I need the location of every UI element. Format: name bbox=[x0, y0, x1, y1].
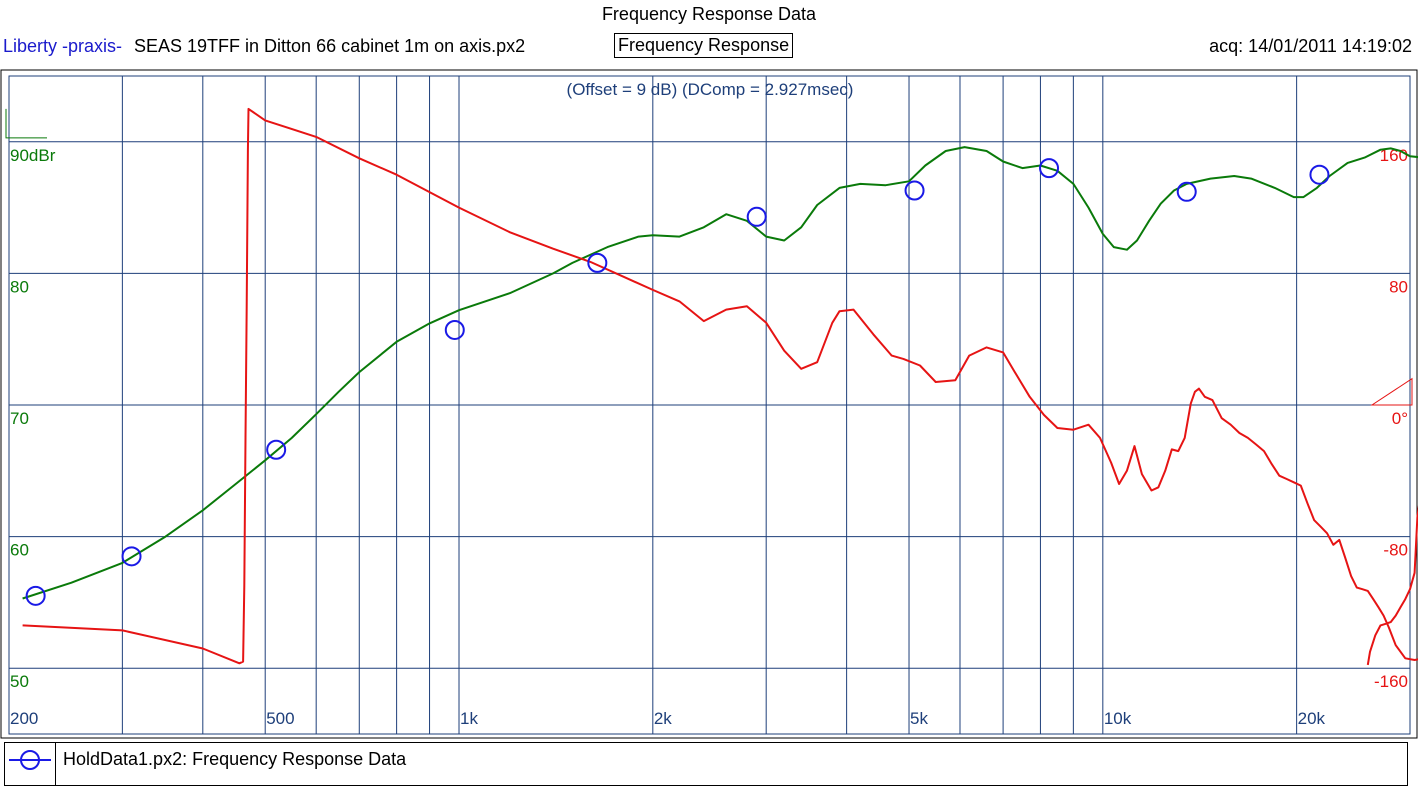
phase-curve bbox=[22, 107, 1418, 666]
y-left-tick-label: 50 bbox=[10, 672, 29, 691]
y-right-tick-label: -160 bbox=[1374, 672, 1408, 691]
x-tick-label: 2k bbox=[654, 709, 672, 728]
x-tick-label: 20k bbox=[1298, 709, 1326, 728]
data-marker-circle bbox=[1176, 181, 1197, 202]
offset-annotation: (Offset = 9 dB) (DComp = 2.927msec) bbox=[567, 80, 854, 99]
x-tick-label: 200 bbox=[10, 709, 38, 728]
data-marker-circle bbox=[1309, 164, 1330, 185]
data-marker-circle bbox=[587, 252, 608, 273]
legend-marker-swatch bbox=[5, 743, 56, 785]
magnitude-curve bbox=[22, 146, 1418, 600]
data-marker-circle bbox=[904, 180, 925, 201]
filename-label: SEAS 19TFF in Ditton 66 cabinet 1m on ax… bbox=[134, 36, 526, 56]
data-marker-circle bbox=[25, 585, 46, 606]
x-tick-label: 1k bbox=[460, 709, 478, 728]
data-marker-circle bbox=[266, 439, 287, 460]
y-right-tick-label: 0° bbox=[1392, 409, 1408, 428]
outer-frame bbox=[0, 69, 1418, 739]
app-brand-label: Liberty -praxis- bbox=[3, 36, 123, 56]
y-left-tick-label: 60 bbox=[10, 541, 29, 560]
legend-circle-marker-icon bbox=[9, 750, 51, 770]
y-left-tick-label: 70 bbox=[10, 409, 29, 428]
y-right-tick-label: -80 bbox=[1383, 541, 1408, 560]
legend-entry-label: HoldData1.px2: Frequency Response Data bbox=[63, 749, 407, 769]
legend-box: HoldData1.px2: Frequency Response Data bbox=[4, 742, 1408, 786]
data-marker-circle bbox=[121, 546, 142, 567]
chart-title: Frequency Response Data bbox=[601, 4, 817, 24]
x-tick-label: 10k bbox=[1104, 709, 1132, 728]
y-left-tick-label: 90dBr bbox=[10, 146, 56, 165]
magnitude-offset-marker bbox=[5, 108, 47, 139]
data-marker-circle bbox=[1039, 158, 1060, 179]
data-marker-circle bbox=[746, 206, 767, 227]
x-tick-label: 500 bbox=[266, 709, 294, 728]
phase-offset-marker bbox=[1370, 377, 1413, 406]
y-right-tick-label: 80 bbox=[1389, 277, 1408, 296]
acquisition-timestamp: acq: 14/01/2011 14:19:02 bbox=[1209, 36, 1412, 56]
x-tick-label: 5k bbox=[910, 709, 928, 728]
mode-selector-box[interactable]: Frequency Response bbox=[614, 33, 794, 58]
data-marker-circle bbox=[444, 319, 465, 340]
y-left-tick-label: 80 bbox=[10, 277, 29, 296]
